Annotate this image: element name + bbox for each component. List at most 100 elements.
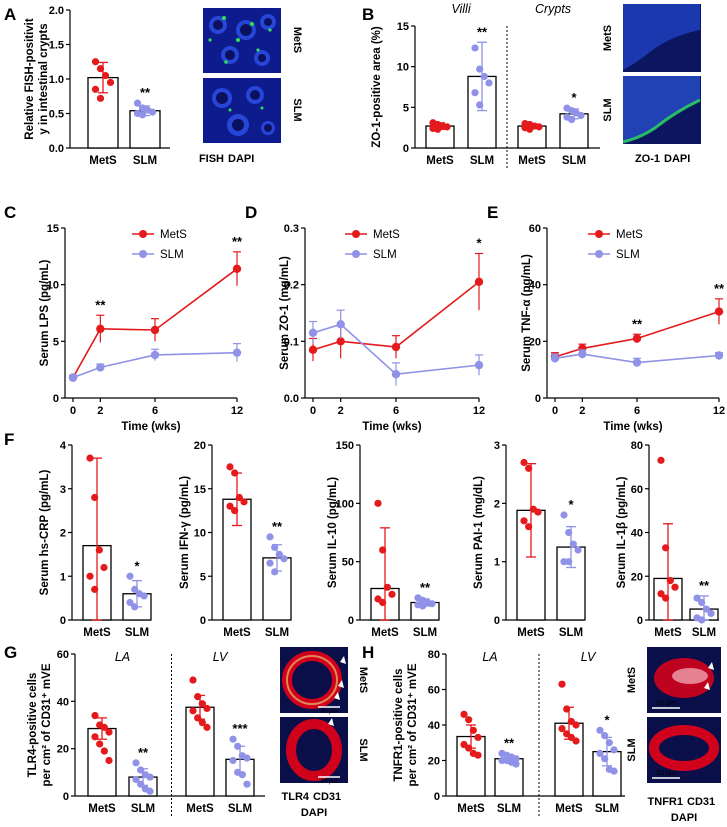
chart-c-series-line-mets bbox=[72, 268, 238, 378]
chart-f4-x-tick-label: MetS bbox=[517, 627, 545, 639]
chart-d-x-tick-label: 6 bbox=[393, 405, 399, 417]
chart-a-x-tick-label: MetS bbox=[89, 155, 117, 167]
chart-e-legend-marker bbox=[595, 230, 603, 238]
chart-g-data-point bbox=[146, 787, 154, 795]
chart-f1-y-label: Serum hs-CRP (pg/mL) bbox=[39, 470, 51, 596]
chart-f5-y-tick-label: 80 bbox=[631, 440, 643, 452]
chart-g-data-point bbox=[105, 756, 113, 765]
chart-d-data-point bbox=[391, 342, 401, 352]
chart-d-y-tick-label: 0.2 bbox=[284, 280, 299, 292]
stain-h-blue: DAPI bbox=[671, 812, 697, 824]
chart-f4-x-tick-label: SLM bbox=[559, 627, 583, 639]
chart-h-data-point bbox=[469, 726, 477, 734]
chart-a-data-point bbox=[106, 78, 115, 87]
scale-bar-h1: 20 µm bbox=[656, 700, 676, 707]
chart-f3-data-point bbox=[419, 602, 427, 610]
chart-c-data-point bbox=[68, 373, 78, 382]
chart-h-group-label: LV bbox=[581, 650, 597, 664]
chart-d-y-tick-label: 0.3 bbox=[284, 223, 299, 235]
chart-e-significance: ** bbox=[632, 316, 643, 331]
chart-e-data-point bbox=[714, 351, 724, 360]
chart-f1-y-tick-label: 2 bbox=[60, 528, 66, 540]
chart-f2-y-tick-label: 15 bbox=[194, 484, 206, 496]
chart-g-x-tick-label: SLM bbox=[131, 803, 155, 815]
chart-e-series-line-mets bbox=[554, 310, 720, 358]
chart-g-data-point bbox=[229, 756, 237, 765]
chart-b-y-tick-label: 5 bbox=[403, 102, 409, 114]
chart-g-data-point bbox=[91, 733, 99, 741]
chart-f5-data-point bbox=[693, 594, 701, 602]
label-a-slm: SLM bbox=[291, 98, 303, 121]
chart-a-data-point bbox=[96, 94, 105, 102]
chart-f1-data-point bbox=[91, 493, 99, 502]
chart-h-x-tick-label: SLM bbox=[595, 803, 619, 815]
chart-h-data-point bbox=[572, 721, 580, 729]
stain-a-green: FISH bbox=[199, 153, 224, 165]
chart-h-data-point bbox=[512, 760, 520, 768]
chart-e-legend-label: MetS bbox=[616, 229, 643, 241]
chart-f4-data-point bbox=[525, 464, 533, 472]
chart-f2-data-point bbox=[280, 555, 288, 563]
chart-b-group-label: Villi bbox=[451, 2, 471, 16]
chart-h-x-tick-label: MetS bbox=[555, 803, 583, 815]
chart-h-x-tick-label: SLM bbox=[497, 803, 521, 815]
chart-a-y-tick-label: 1.5 bbox=[49, 40, 64, 52]
chart-f5-data-point bbox=[662, 544, 670, 552]
chart-a-data-point bbox=[148, 108, 157, 116]
chart-e-x-tick-label: 12 bbox=[713, 405, 725, 417]
chart-f2-data-point bbox=[226, 463, 234, 471]
chart-f2-data-point bbox=[275, 550, 283, 558]
chart-f4-significance: * bbox=[568, 497, 574, 512]
chart-d-data-point bbox=[474, 360, 484, 370]
chart-h-group-label: LA bbox=[482, 650, 497, 664]
chart-f4-y-tick-label: 1 bbox=[494, 557, 500, 569]
chart-h-y-label: per cm² of CD31⁺ mVE bbox=[407, 663, 419, 786]
chart-f3-significance: ** bbox=[420, 580, 431, 595]
chart-f5-data-point bbox=[698, 598, 706, 607]
chart-h-data-point bbox=[572, 737, 580, 745]
chart-a-data-point bbox=[101, 71, 110, 80]
chart-f1-data-point bbox=[91, 585, 99, 593]
chart-d-data-point bbox=[308, 345, 318, 355]
stain-g-green: TLR4 bbox=[282, 791, 310, 803]
stain-b-green: ZO-1 bbox=[635, 153, 660, 165]
chart-f5-data-point bbox=[657, 590, 665, 598]
chart-d-x-label: Time (wks) bbox=[362, 421, 421, 433]
chart-h-data-point bbox=[558, 724, 566, 733]
panel-a-micrographs: MetS SLM FISH DAPI bbox=[199, 8, 303, 165]
chart-f5-x-tick-label: SLM bbox=[692, 627, 716, 639]
chart-b-data-point bbox=[526, 125, 534, 133]
chart-d-data-point bbox=[336, 320, 345, 329]
chart-e-data-point bbox=[550, 354, 560, 363]
chart-f2-data-point bbox=[240, 498, 248, 506]
chart-b-data-point bbox=[535, 123, 543, 131]
chart-f4-data-point bbox=[569, 540, 577, 548]
chart-e-data-point bbox=[578, 349, 587, 359]
chart-f1-data-point bbox=[140, 592, 148, 600]
chart-h-data-point bbox=[474, 751, 482, 759]
chart-f5-data-point bbox=[671, 583, 679, 591]
chart-h-data-point bbox=[474, 733, 482, 742]
chart-g-data-point bbox=[132, 759, 140, 767]
chart-e-x-tick-label: 0 bbox=[552, 405, 558, 417]
label-h-mets: MetS bbox=[626, 667, 638, 693]
chart-f2-significance: ** bbox=[272, 519, 283, 534]
chart-f4-data-point bbox=[565, 558, 573, 566]
chart-f5-y-tick-label: 40 bbox=[631, 528, 643, 540]
panel-letter-A: A bbox=[4, 5, 16, 24]
chart-f4-y-tick-label: 0 bbox=[494, 615, 500, 627]
chart-c-data-point bbox=[150, 325, 160, 335]
label-g-slm: SLM bbox=[357, 738, 369, 761]
chart-b-data-point bbox=[568, 115, 576, 124]
chart-d-y-tick-label: 0.0 bbox=[284, 393, 299, 405]
chart-f1-y-tick-label: 4 bbox=[60, 440, 67, 452]
chart-f5-y-tick-label: 0 bbox=[637, 615, 643, 627]
chart-b-x-tick-label: SLM bbox=[470, 155, 494, 167]
chart-d-data-point bbox=[474, 277, 484, 287]
chart-g-x-tick-label: MetS bbox=[88, 803, 116, 815]
chart-f1-y-tick-label: 3 bbox=[60, 484, 66, 496]
chart-h-data-point bbox=[563, 705, 571, 713]
chart-a-y-label: y in intestinal crypts bbox=[38, 23, 50, 134]
panel-g-micrographs: 20 µm 20 µm MetS SLM TLR4 CD31 DAPI bbox=[280, 647, 369, 819]
